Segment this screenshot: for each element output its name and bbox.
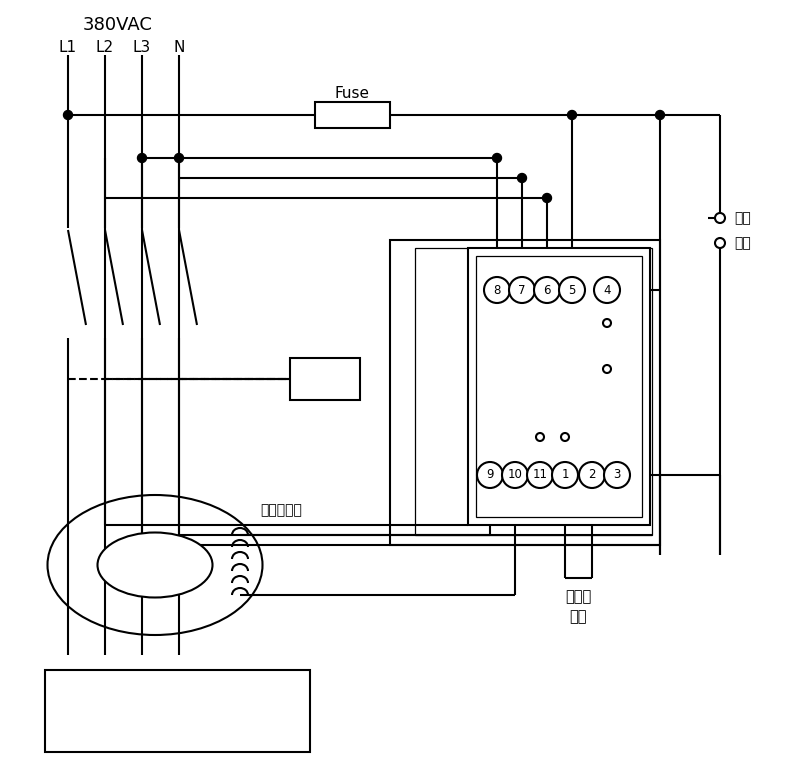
Text: 4: 4 [603,284,610,297]
Text: N: N [174,41,185,55]
Text: N: N [492,311,502,323]
Text: 10: 10 [507,469,522,482]
Text: 試
驗: 試 驗 [544,311,550,333]
Text: 9: 9 [486,469,494,482]
Circle shape [518,173,526,183]
Bar [415,248,652,535]
Text: 开关: 开关 [734,236,750,250]
Bar [45,670,310,752]
Circle shape [715,238,725,248]
Text: KM: KM [312,370,338,388]
Text: Fuse: Fuse [334,85,370,101]
Text: L: L [518,311,526,323]
Text: 試
驗: 試 驗 [569,311,575,333]
Circle shape [493,154,502,162]
Circle shape [567,110,577,119]
Circle shape [552,462,578,488]
Text: 8: 8 [494,284,501,297]
Text: 报警: 报警 [570,609,586,625]
Circle shape [484,277,510,303]
Text: 2: 2 [588,469,596,482]
Text: 6: 6 [543,284,550,297]
Circle shape [502,462,528,488]
Text: 零序互感器: 零序互感器 [260,503,302,517]
Circle shape [527,462,553,488]
Circle shape [138,154,146,162]
Circle shape [594,277,620,303]
Text: 7: 7 [518,284,526,297]
Text: L2: L2 [96,41,114,55]
Circle shape [603,319,611,327]
Circle shape [579,462,605,488]
Text: 用户设备: 用户设备 [155,702,198,720]
Circle shape [536,433,544,441]
Circle shape [534,277,560,303]
Text: 信
號: 信 號 [486,430,494,451]
Circle shape [561,433,569,441]
Bar [315,102,390,128]
Text: 1: 1 [562,469,569,482]
Ellipse shape [47,495,262,635]
Text: 电源220V～: 电源220V～ [492,340,538,350]
Bar [390,240,660,545]
Text: 11: 11 [533,469,547,482]
Text: 3: 3 [614,469,621,482]
Circle shape [603,365,611,373]
Circle shape [509,277,535,303]
Text: 5: 5 [568,284,576,297]
Circle shape [715,213,725,223]
Circle shape [559,277,585,303]
Circle shape [477,462,503,488]
Text: L3: L3 [133,41,151,55]
Text: 信
號: 信 號 [512,430,518,451]
Bar [468,248,650,525]
Circle shape [174,154,183,162]
Bar [476,256,642,517]
Circle shape [655,110,665,119]
Text: 自锁: 自锁 [734,211,750,225]
Ellipse shape [98,533,213,597]
Text: 接声光: 接声光 [565,590,591,604]
Circle shape [604,462,630,488]
Text: L1: L1 [59,41,77,55]
Bar [290,358,360,400]
Circle shape [542,194,551,202]
Circle shape [63,110,73,119]
Text: 380VAC: 380VAC [83,16,153,34]
